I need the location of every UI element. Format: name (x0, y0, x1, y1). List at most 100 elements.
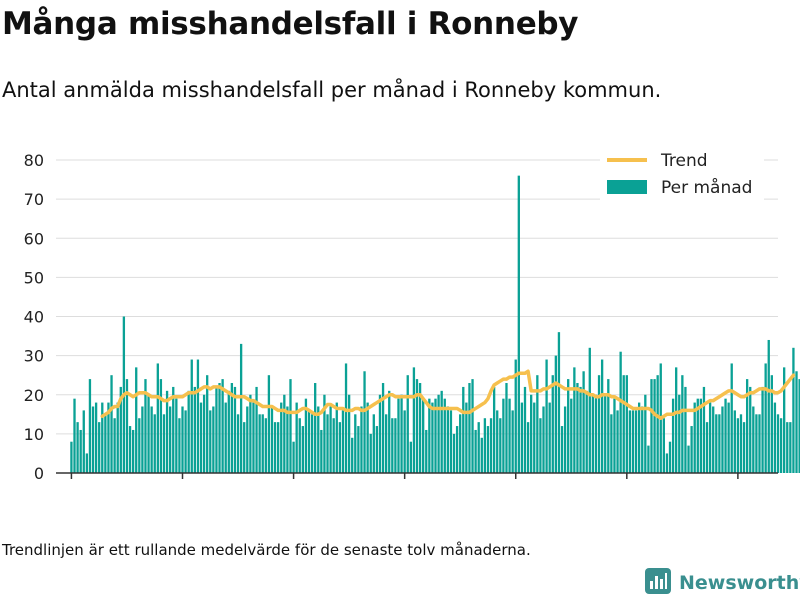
bar (452, 433, 456, 473)
bar (715, 414, 718, 473)
bar (276, 422, 280, 473)
x-tick-label: 2006 (51, 487, 92, 490)
bar (708, 402, 712, 473)
bar (462, 386, 465, 473)
bar (360, 406, 363, 473)
bar (320, 429, 323, 473)
bar (258, 414, 261, 473)
bar (131, 429, 135, 473)
bar (455, 426, 459, 473)
bar (150, 406, 153, 473)
bar (378, 394, 382, 473)
bar (520, 402, 524, 473)
bar (647, 445, 650, 473)
bar (400, 394, 403, 473)
bar (357, 426, 360, 473)
bar (474, 429, 477, 473)
newsworthy-logo[interactable]: Newsworthy (645, 568, 800, 598)
bar (304, 398, 308, 473)
bar (505, 383, 508, 473)
bar (428, 398, 431, 473)
bar (409, 441, 412, 473)
bar (789, 422, 792, 473)
bar (141, 406, 144, 473)
bar (104, 414, 107, 473)
bar (573, 367, 576, 473)
bar (545, 359, 548, 473)
chart-title: Många misshandelsfall i Ronneby (2, 6, 579, 42)
bar (542, 406, 545, 473)
bar (434, 398, 437, 473)
bar (215, 386, 218, 473)
bar (671, 398, 675, 473)
bar (236, 414, 240, 473)
bar (94, 402, 98, 473)
bar (496, 410, 499, 473)
trend-line (100, 369, 796, 420)
bar (314, 383, 317, 473)
bar (172, 386, 175, 473)
bar (209, 410, 212, 473)
bar (591, 394, 595, 473)
bar (437, 394, 440, 473)
bar (165, 390, 169, 473)
bar (752, 406, 755, 473)
bar (656, 375, 659, 473)
bar (175, 398, 178, 473)
y-tick-label: 50 (24, 268, 44, 287)
bar (212, 406, 215, 473)
bar (625, 375, 628, 473)
bar (412, 367, 416, 473)
bar (749, 386, 752, 473)
bar (351, 437, 354, 473)
bar (628, 410, 632, 473)
y-tick-label: 70 (24, 190, 44, 209)
bar (206, 375, 209, 473)
bar (770, 375, 773, 473)
bar (579, 386, 582, 473)
bar (653, 379, 656, 473)
bar (755, 414, 758, 473)
bar (758, 414, 761, 473)
bar (273, 422, 277, 473)
bar (767, 339, 770, 473)
bar (341, 410, 345, 473)
bar (181, 406, 184, 473)
x-tick-label: 2009 (162, 487, 203, 490)
chart-subtitle: Antal anmälda misshandelsfall per månad … (2, 78, 662, 102)
bar (477, 422, 480, 473)
bar (403, 410, 406, 473)
bar (153, 414, 156, 473)
bar (588, 347, 591, 473)
bar (110, 375, 113, 473)
bar (776, 414, 780, 473)
bar (560, 426, 564, 473)
bar (699, 398, 703, 473)
bar (73, 398, 76, 473)
bar (792, 347, 795, 473)
bar (310, 414, 314, 473)
bar (335, 402, 338, 473)
bar (113, 418, 116, 473)
bar (489, 418, 493, 473)
bar (548, 402, 551, 473)
bar (499, 418, 502, 473)
bar (224, 402, 227, 473)
bar (644, 394, 647, 473)
bar (526, 422, 530, 473)
bar (144, 379, 147, 473)
bar (604, 394, 607, 473)
bar (79, 429, 82, 473)
x-tick-label: 2012 (273, 487, 314, 490)
bar (730, 363, 733, 473)
bar (101, 402, 104, 473)
bar (323, 394, 326, 473)
bar (243, 422, 246, 473)
bar (733, 410, 736, 473)
bar (600, 359, 604, 473)
bar (468, 383, 471, 473)
bar (107, 402, 110, 473)
bar (727, 402, 730, 473)
bar (705, 422, 709, 473)
bar (227, 390, 230, 473)
